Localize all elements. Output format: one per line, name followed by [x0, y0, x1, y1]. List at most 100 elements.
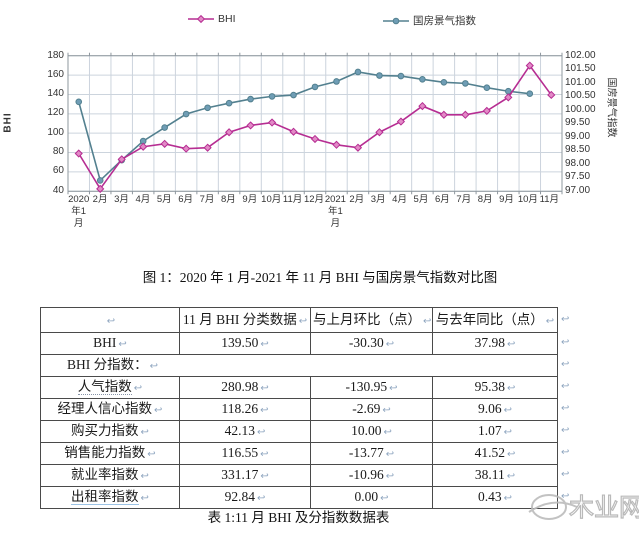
data-point-circle	[75, 98, 83, 106]
data-point-circle	[483, 84, 491, 92]
data-point-diamond	[267, 118, 277, 127]
left-ytick-label: 40	[52, 184, 64, 196]
paragraph-mark: ↩	[503, 427, 512, 439]
row-label-cell: 就业率指数 ↩	[40, 464, 180, 487]
table-row: BHI ↩ 139.50 ↩ -30.30 ↩ 37.98 ↩	[40, 332, 558, 355]
paragraph-mark: ↩	[506, 449, 516, 461]
data-point-diamond	[117, 155, 126, 164]
paragraph-mark: ↩	[147, 449, 156, 461]
data-point-diamond	[547, 90, 556, 100]
watermark-text: 木业网	[569, 494, 639, 522]
paragraph-mark: ↩	[260, 383, 269, 395]
data-point-circle	[225, 99, 233, 107]
row-label-cell: 销售能力指数 ↩	[40, 442, 180, 465]
table-caption: 表 1:11 月 BHI 及分指数数据表	[207, 510, 390, 525]
table-row: 人气指数 ↩ 280.98 ↩ -130.95 ↩ 95.38 ↩	[40, 376, 558, 399]
data-point-diamond	[224, 128, 234, 137]
watermark-ellipse-icon	[531, 494, 567, 520]
column-header: 与去年同比（点） ↩	[432, 307, 558, 333]
table-header-row: ↩ 11 月 BHI 分类数据 ↩ 与上月环比（点） ↩ 与去年同比（点） ↩	[40, 307, 558, 333]
row-end-mark: ↩	[561, 491, 570, 502]
right-ytick-label: 97.00	[565, 184, 591, 196]
value-cell: 10.00 ↩	[310, 420, 433, 443]
column-header: ↩	[40, 307, 180, 333]
data-point-diamond	[504, 93, 513, 102]
legend-label: BHI	[218, 13, 236, 25]
paragraph-mark: ↩	[106, 315, 116, 327]
data-point-diamond	[160, 139, 169, 148]
data-point-circle	[268, 93, 276, 100]
right-ytick-label: 99.00	[565, 130, 591, 142]
value-cell: 280.98 ↩	[179, 376, 311, 399]
data-point-circle	[96, 177, 104, 184]
paragraph-mark: ↩	[149, 361, 159, 373]
value-cell: 41.52 ↩	[432, 442, 558, 465]
table-row: BHI 分指数： ↩	[40, 354, 558, 377]
data-point-circle	[333, 78, 340, 85]
data-point-diamond	[139, 142, 148, 151]
bhi-data-table: ↩ 11 月 BHI 分类数据 ↩ 与上月环比（点） ↩ 与去年同比（点） ↩ BHI ↩ 139…	[40, 307, 558, 509]
column-header: 11 月 BHI 分类数据 ↩	[179, 307, 311, 333]
xtick-label: 4月	[392, 194, 407, 205]
paragraph-mark: ↩	[133, 383, 143, 395]
left-ytick-label: 60	[52, 165, 64, 177]
data-point-diamond	[96, 184, 105, 193]
bhi-comparison-chart: BHI 国房景气指数 BHI 国房景气指数 180 160 140 120 100 80 60…	[3, 13, 617, 229]
left-ytick-label: 100	[47, 126, 64, 138]
xtick-label: 2020 年1 月	[68, 194, 90, 229]
left-ytick-label: 180	[47, 49, 64, 61]
bhi-data-table-wrap: ↩ 11 月 BHI 分类数据 ↩ 与上月环比（点） ↩ 与去年同比（点） ↩ BHI ↩ 139…	[40, 307, 580, 509]
xtick-label: 6月	[178, 194, 194, 205]
value-cell: 1.07 ↩	[432, 420, 558, 443]
data-point-circle	[290, 91, 297, 99]
xtick-label: 8月	[477, 194, 493, 205]
value-cell: -10.96 ↩	[310, 464, 433, 487]
value-cell: -13.77 ↩	[310, 442, 433, 465]
data-point-circle	[526, 90, 534, 97]
section-label-cell: BHI 分指数： ↩	[40, 354, 558, 377]
xtick-label: 3月	[370, 194, 386, 205]
xtick-label: 11月	[539, 194, 559, 205]
data-point-circle	[376, 72, 383, 79]
paragraph-mark: ↩	[140, 471, 149, 483]
circle-marker-icon	[383, 17, 409, 24]
paragraph-mark: ↩	[118, 339, 127, 351]
right-ytick-label: 97.50	[565, 171, 591, 182]
paragraph-mark: ↩	[260, 449, 269, 461]
table-row: 经理人信心指数 ↩ 118.26 ↩ -2.69 ↩ 9.06 ↩	[40, 398, 558, 421]
xtick-label: 7月	[199, 194, 215, 205]
legend-item-国房景气指数: 国房景气指数	[383, 13, 476, 28]
right-ytick-label: 101.00	[565, 76, 596, 88]
row-end-mark: ↩	[561, 469, 570, 480]
xtick-label: 5月	[413, 194, 429, 205]
column-header: 与上月环比（点） ↩	[310, 307, 433, 333]
paragraph-mark: ↩	[506, 383, 516, 395]
data-point-diamond	[375, 128, 384, 137]
data-point-circle	[247, 95, 254, 103]
right-axis-title: 国房景气指数	[605, 77, 617, 138]
xtick-label: 6月	[434, 194, 450, 205]
paragraph-mark: ↩	[506, 471, 516, 483]
row-end-mark: ↩	[561, 381, 570, 392]
xtick-label: 2021 年1 月	[324, 194, 346, 229]
data-point-circle	[462, 80, 469, 87]
row-end-mark: ↩	[561, 313, 570, 325]
left-ytick-label: 120	[47, 107, 64, 119]
right-ytick-label: 98.50	[565, 144, 591, 155]
xtick-label: 7月	[456, 194, 472, 205]
row-end-mark: ↩	[561, 447, 570, 458]
value-cell: -2.69 ↩	[310, 398, 433, 421]
left-ytick-label: 80	[52, 145, 64, 157]
data-point-diamond	[246, 121, 255, 130]
paragraph-mark: ↩	[260, 471, 269, 483]
data-point-diamond	[182, 144, 191, 153]
paragraph-mark: ↩	[385, 449, 395, 461]
value-cell: 118.26 ↩	[179, 398, 311, 421]
paragraph-mark: ↩	[545, 315, 555, 327]
table-row: 出租率指数 ↩ 92.84 ↩ 0.00 ↩ 0.43 ↩	[40, 486, 558, 509]
value-cell: -30.30 ↩	[310, 332, 433, 355]
value-cell: 42.13 ↩	[179, 420, 311, 443]
value-cell: -130.95 ↩	[310, 376, 433, 399]
paragraph-mark: ↩	[154, 405, 163, 417]
xtick-label: 10月	[261, 194, 282, 205]
